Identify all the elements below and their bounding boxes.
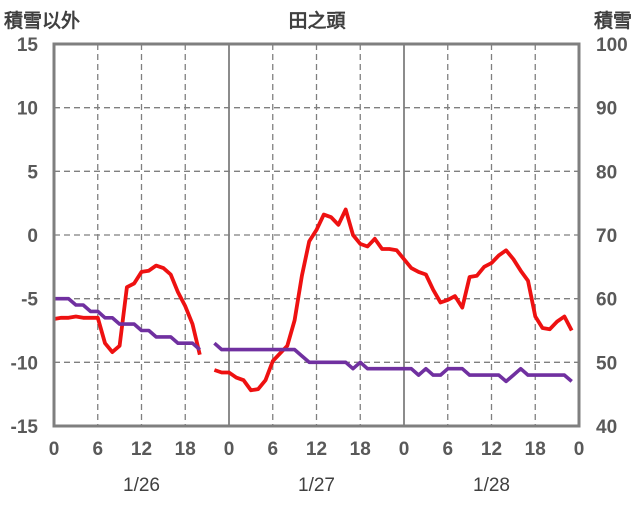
series-1-line-segment-1: [213, 341, 573, 384]
y-left-tick-label: 5: [27, 162, 38, 183]
y-right-tick-label: 50: [596, 353, 617, 374]
y-right-tick-label: 90: [596, 99, 617, 120]
y-left-tick-label: -10: [11, 353, 38, 374]
x-tick-label: 18: [350, 439, 371, 460]
x-tick-label: 18: [525, 439, 546, 460]
plot-frame: [52, 42, 581, 428]
y-right-tick-label: 100: [596, 35, 628, 56]
x-tick-label: 6: [92, 439, 103, 460]
y-right-tick-label: 70: [596, 226, 617, 247]
y-left-tick-label: 0: [27, 226, 38, 247]
chart-title: 田之頭: [288, 9, 346, 32]
series-1-line-segment-0: [54, 296, 201, 351]
y-right-axis-label: 積雪: [594, 9, 632, 32]
y-right-tick-label: 40: [596, 417, 617, 438]
x-tick-label: 12: [306, 439, 327, 460]
x-tick-label: 18: [175, 439, 196, 460]
x-tick-label: 0: [224, 439, 235, 460]
x-tick-label: 6: [267, 439, 278, 460]
series-0-line-segment-0: [53, 263, 202, 356]
y-right-tick-label: 60: [596, 290, 617, 311]
y-right-tick-label: 80: [596, 162, 617, 183]
x-tick-label: 0: [399, 439, 410, 460]
series-group: [53, 207, 574, 393]
x-tick-label: 12: [481, 439, 502, 460]
grid-lines: [54, 44, 579, 426]
x-day-label: 1/26: [123, 475, 160, 496]
y-left-tick-label: 15: [17, 35, 39, 56]
x-tick-label: 0: [49, 439, 60, 460]
y-left-tick-label: -15: [11, 417, 39, 438]
y-left-axis-label: 積雪以外: [4, 9, 80, 32]
x-day-label: 1/27: [298, 475, 335, 496]
x-tick-label: 6: [442, 439, 453, 460]
x-tick-label: 12: [131, 439, 152, 460]
x-tick-label: 0: [574, 439, 585, 460]
series-0-line-segment-1: [213, 207, 574, 393]
y-left-tick-label: 10: [17, 99, 38, 120]
x-day-label: 1/28: [473, 475, 510, 496]
y-left-tick-label: -5: [21, 290, 38, 311]
